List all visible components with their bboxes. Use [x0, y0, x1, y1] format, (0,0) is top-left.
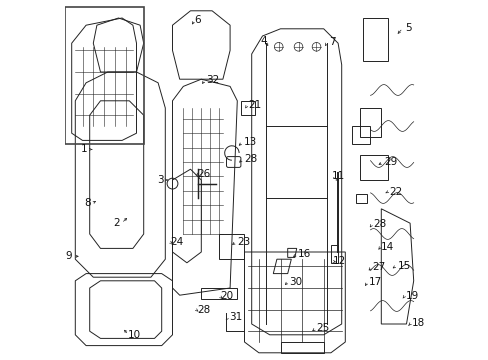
Text: 28: 28	[373, 219, 386, 229]
Text: 32: 32	[205, 75, 219, 85]
Text: 4: 4	[260, 36, 266, 46]
Text: 21: 21	[247, 100, 261, 110]
Text: 10: 10	[127, 330, 141, 340]
Text: 13: 13	[244, 137, 257, 147]
Text: 26: 26	[197, 168, 210, 179]
Text: 15: 15	[397, 261, 410, 271]
Text: 17: 17	[368, 276, 381, 287]
Text: 12: 12	[332, 256, 345, 266]
Text: 6: 6	[194, 15, 200, 25]
Text: 9: 9	[66, 251, 72, 261]
Text: 1: 1	[81, 144, 88, 154]
Text: 18: 18	[411, 318, 424, 328]
Text: 20: 20	[220, 291, 233, 301]
Text: 19: 19	[405, 291, 418, 301]
Text: 29: 29	[384, 157, 397, 167]
Text: 28: 28	[197, 305, 210, 315]
Text: 25: 25	[316, 323, 329, 333]
Text: 8: 8	[83, 198, 90, 208]
Text: 2: 2	[113, 218, 120, 228]
Text: 22: 22	[388, 186, 402, 197]
Text: 31: 31	[229, 312, 242, 322]
Text: 28: 28	[244, 154, 257, 164]
Text: 24: 24	[170, 237, 183, 247]
Text: 3: 3	[157, 175, 163, 185]
Text: 30: 30	[289, 276, 302, 287]
Text: 27: 27	[371, 262, 385, 272]
Text: 5: 5	[404, 23, 410, 33]
Text: 7: 7	[328, 37, 335, 48]
Text: 11: 11	[331, 171, 344, 181]
Text: 14: 14	[381, 242, 394, 252]
Text: 23: 23	[237, 237, 250, 247]
Text: 16: 16	[297, 249, 310, 259]
